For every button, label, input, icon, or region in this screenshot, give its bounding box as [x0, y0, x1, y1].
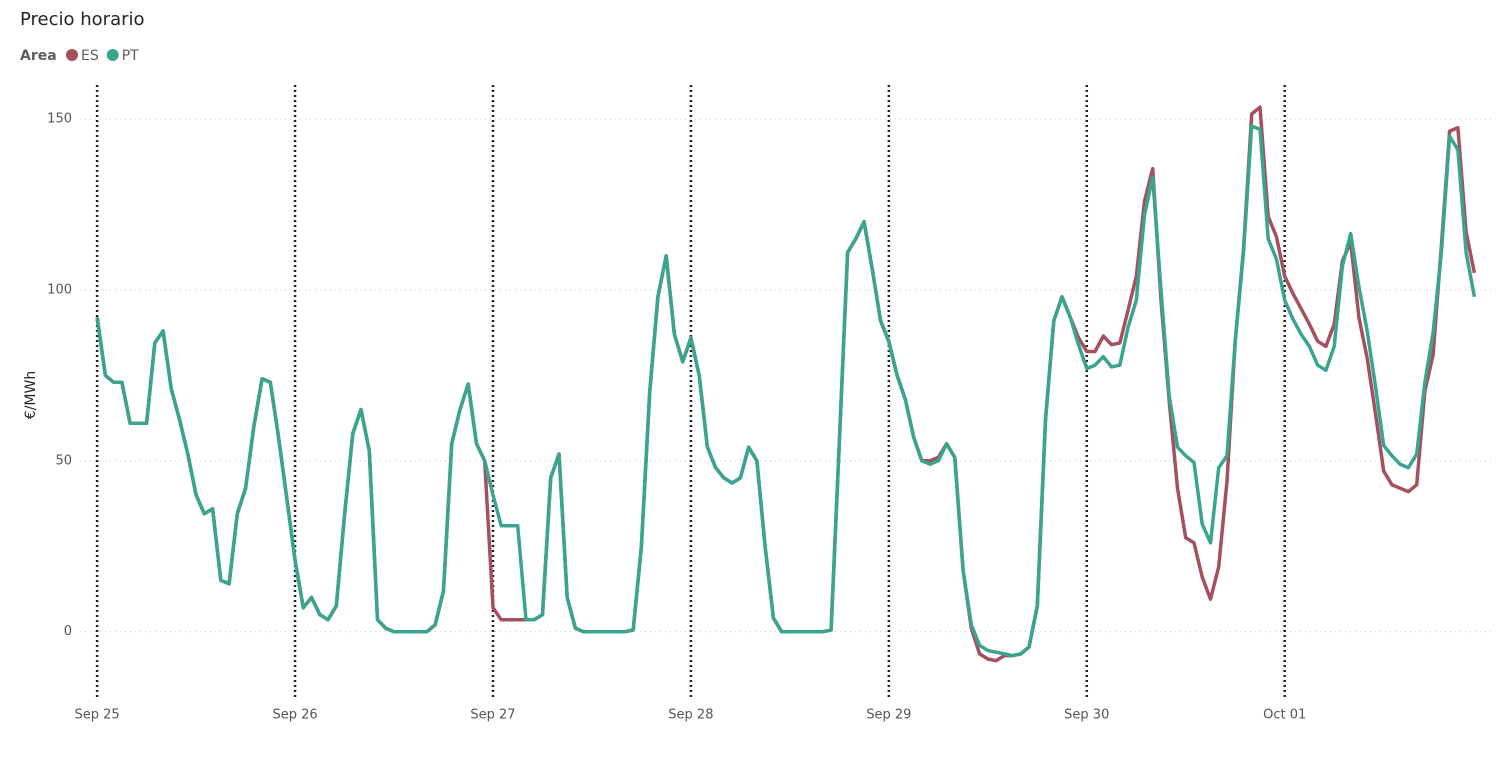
- x-tick-label: Sep 26: [272, 708, 317, 723]
- x-tick-label: Sep 25: [75, 708, 120, 723]
- legend-label: PT: [122, 48, 139, 64]
- series-line: [95, 105, 1477, 663]
- legend-marker: [106, 49, 119, 61]
- x-tick-label: Sep 29: [866, 708, 911, 723]
- y-tick-label: 50: [55, 453, 72, 468]
- y-axis-label: €/MWh: [23, 371, 39, 419]
- y-tick-label: 0: [64, 624, 72, 639]
- legend-marker: [66, 49, 78, 61]
- series-line: [95, 124, 1477, 658]
- x-tick-label: Sep 30: [1064, 708, 1109, 723]
- x-tick-label: Sep 27: [470, 708, 515, 723]
- y-tick-label: 150: [47, 112, 72, 127]
- legend-title: Area: [20, 48, 57, 64]
- x-tick-label: Oct 01: [1263, 708, 1306, 723]
- legend-label: ES: [81, 48, 99, 64]
- x-tick-label: Sep 28: [668, 708, 713, 723]
- y-tick-label: 100: [47, 283, 72, 298]
- chart-title: Precio horario: [20, 9, 145, 30]
